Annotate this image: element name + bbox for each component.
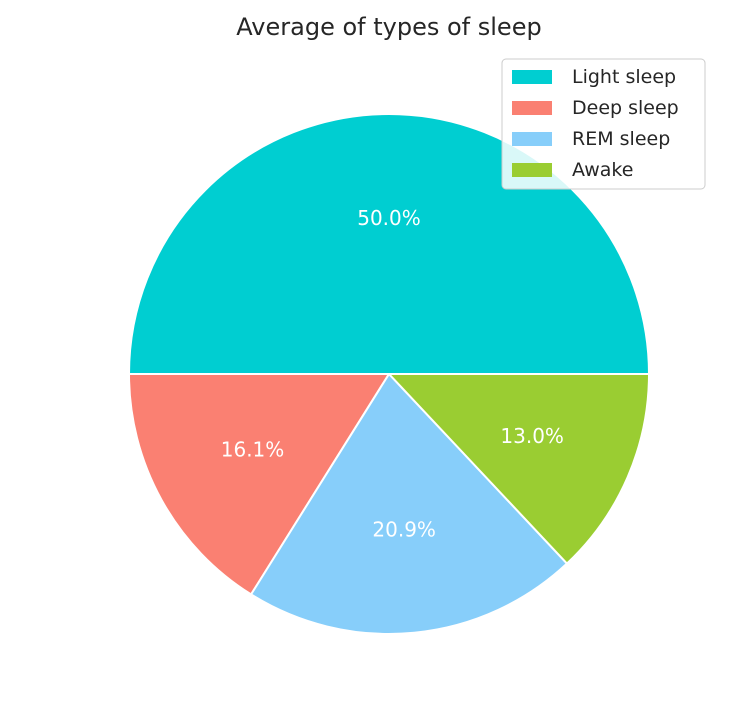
pie-slices (128, 113, 650, 635)
pct-label-light-sleep: 50.0% (357, 206, 421, 230)
legend-swatch-awake (512, 163, 552, 177)
pie-percentage-labels: 50.0% 16.1% 20.9% 13.0% (221, 206, 564, 541)
legend-swatch-light-sleep (512, 70, 552, 84)
pie-slice-awake (388, 373, 650, 565)
legend-frame (501, 58, 706, 190)
legend-swatch-deep-sleep (512, 101, 552, 115)
pie-slice-deep-sleep (128, 373, 390, 596)
pie-slice-rem-sleep (250, 373, 568, 635)
pct-label-rem-sleep: 20.9% (372, 517, 436, 541)
chart-title: Average of types of sleep (236, 13, 541, 41)
legend-label-light-sleep: Light sleep (572, 66, 676, 88)
chart-legend: Light sleep Deep sleep REM sleep Awake (501, 58, 706, 190)
pct-label-awake: 13.0% (500, 424, 564, 448)
legend-swatch-rem-sleep (512, 132, 552, 146)
legend-label-rem-sleep: REM sleep (572, 128, 670, 150)
legend-label-awake: Awake (572, 159, 633, 181)
legend-label-deep-sleep: Deep sleep (572, 97, 679, 119)
pct-label-deep-sleep: 16.1% (221, 438, 285, 462)
